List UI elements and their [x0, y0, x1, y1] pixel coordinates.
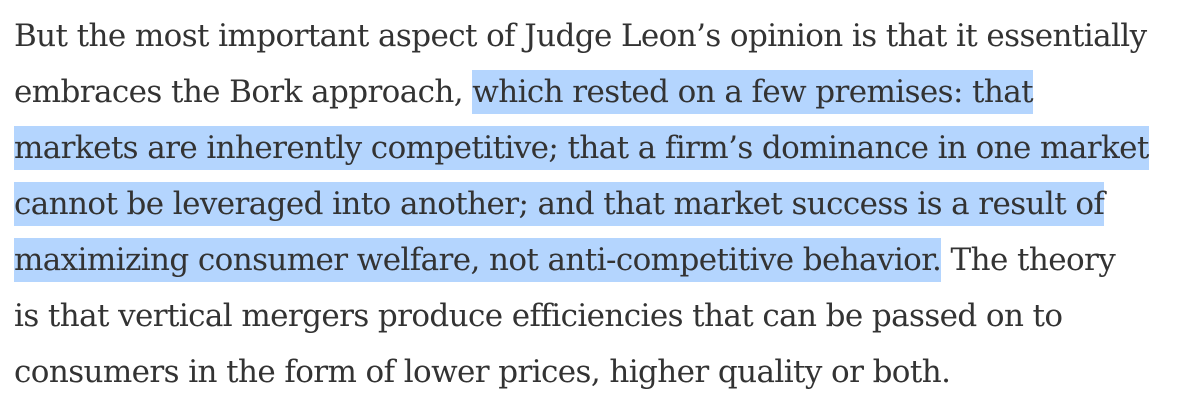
paragraph-line-7: consumers in the form of lower prices, h… [14, 344, 1194, 400]
text-segment: embraces the Bork approach, [14, 74, 473, 110]
article-paragraph: But the most important aspect of Judge L… [14, 8, 1194, 400]
paragraph-line-1: But the most important aspect of Judge L… [14, 8, 1194, 64]
selected-text[interactable]: maximizing consumer welfare, not anti-co… [14, 238, 942, 282]
text-segment: But the most important aspect of Judge L… [14, 18, 1147, 54]
paragraph-line-3: markets are inherently competitive; that… [14, 120, 1194, 176]
text-segment: is that vertical mergers produce efficie… [14, 298, 1063, 334]
paragraph-line-6: is that vertical mergers produce efficie… [14, 288, 1194, 344]
selected-text[interactable]: which rested on a few premises: that [472, 70, 1034, 114]
selected-text[interactable]: cannot be leveraged into another; and th… [14, 182, 1105, 226]
text-segment: consumers in the form of lower prices, h… [14, 354, 951, 390]
paragraph-line-2: embraces the Bork approach, which rested… [14, 64, 1194, 120]
text-segment: The theory [941, 242, 1116, 278]
paragraph-line-5: maximizing consumer welfare, not anti-co… [14, 232, 1194, 288]
selected-text[interactable]: markets are inherently competitive; that… [14, 126, 1149, 170]
paragraph-line-4: cannot be leveraged into another; and th… [14, 176, 1194, 232]
